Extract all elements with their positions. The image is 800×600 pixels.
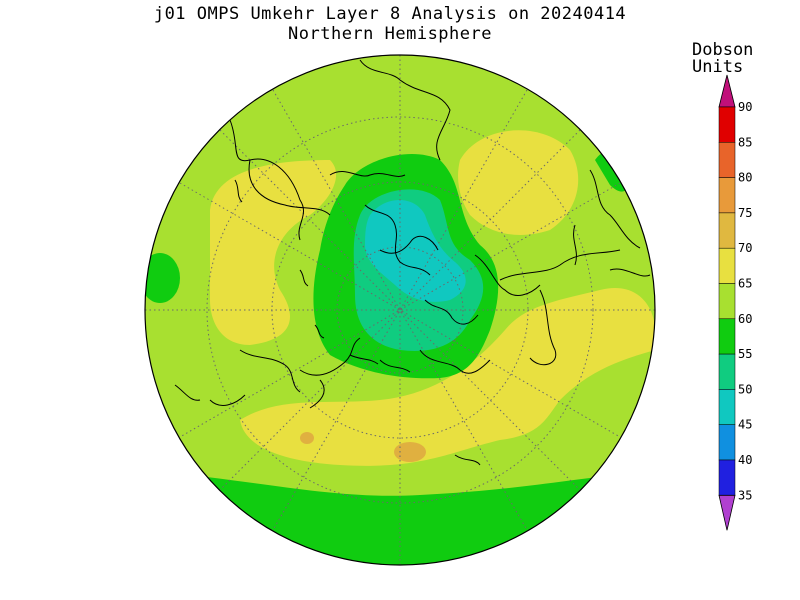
graticule [145, 55, 655, 565]
ozone-field [145, 55, 655, 565]
colorbar-swatch-55 [718, 353, 736, 390]
colorbar-swatch-75 [718, 212, 736, 249]
field-orange-spot-1 [394, 442, 426, 462]
field-orange-spot-2 [300, 432, 314, 444]
field-yellow-south [240, 288, 655, 466]
hemisphere-outline [144, 54, 656, 566]
colorbar-swatch-80 [718, 177, 736, 214]
colorbar-swatch-40 [718, 459, 736, 496]
colorbar-tick-40: 40 [738, 453, 752, 467]
colorbar-top-arrow [718, 74, 736, 108]
coastlines [174, 59, 651, 466]
colorbar-tick-90: 90 [738, 100, 752, 114]
colorbar-swatch-50 [718, 389, 736, 425]
colorbar-bottom-arrow [718, 494, 736, 531]
colorbar-tick-65: 65 [738, 277, 752, 291]
field-cyan-polar [365, 200, 466, 302]
colorbar-tick-60: 60 [738, 312, 752, 326]
colorbar-swatch-90 [718, 106, 736, 143]
field-green-west-blob [145, 253, 180, 303]
colorbar-tick-50: 50 [738, 382, 752, 396]
colorbar-swatch-45 [718, 424, 736, 461]
colorbar-tick-35: 35 [738, 488, 752, 502]
colorbar-swatch-85 [718, 142, 736, 178]
field-yellow-ne [458, 130, 579, 235]
colorbar-tick-80: 80 [738, 171, 752, 185]
colorbar-tick-75: 75 [738, 206, 752, 220]
colorbar-tick-45: 45 [738, 418, 752, 432]
map-title: j01 OMPS Umkehr Layer 8 Analysis on 2024… [153, 4, 627, 24]
colorbar-swatch-65 [718, 283, 736, 320]
colorbar-swatch-70 [718, 247, 736, 284]
field-yellow-west [210, 160, 337, 345]
map-subtitle: Northern Hemisphere [288, 24, 492, 44]
units-label-line2: Units [692, 57, 744, 77]
colorbar-swatch-60 [718, 318, 736, 355]
colorbar-tick-70: 70 [738, 241, 752, 255]
colorbar: 90 85 80 75 70 65 60 55 50 45 40 35 [718, 74, 752, 531]
colorbar-tick-85: 85 [738, 135, 752, 149]
units-label-line1: Dobson [692, 40, 754, 60]
colorbar-tick-55: 55 [738, 347, 752, 361]
